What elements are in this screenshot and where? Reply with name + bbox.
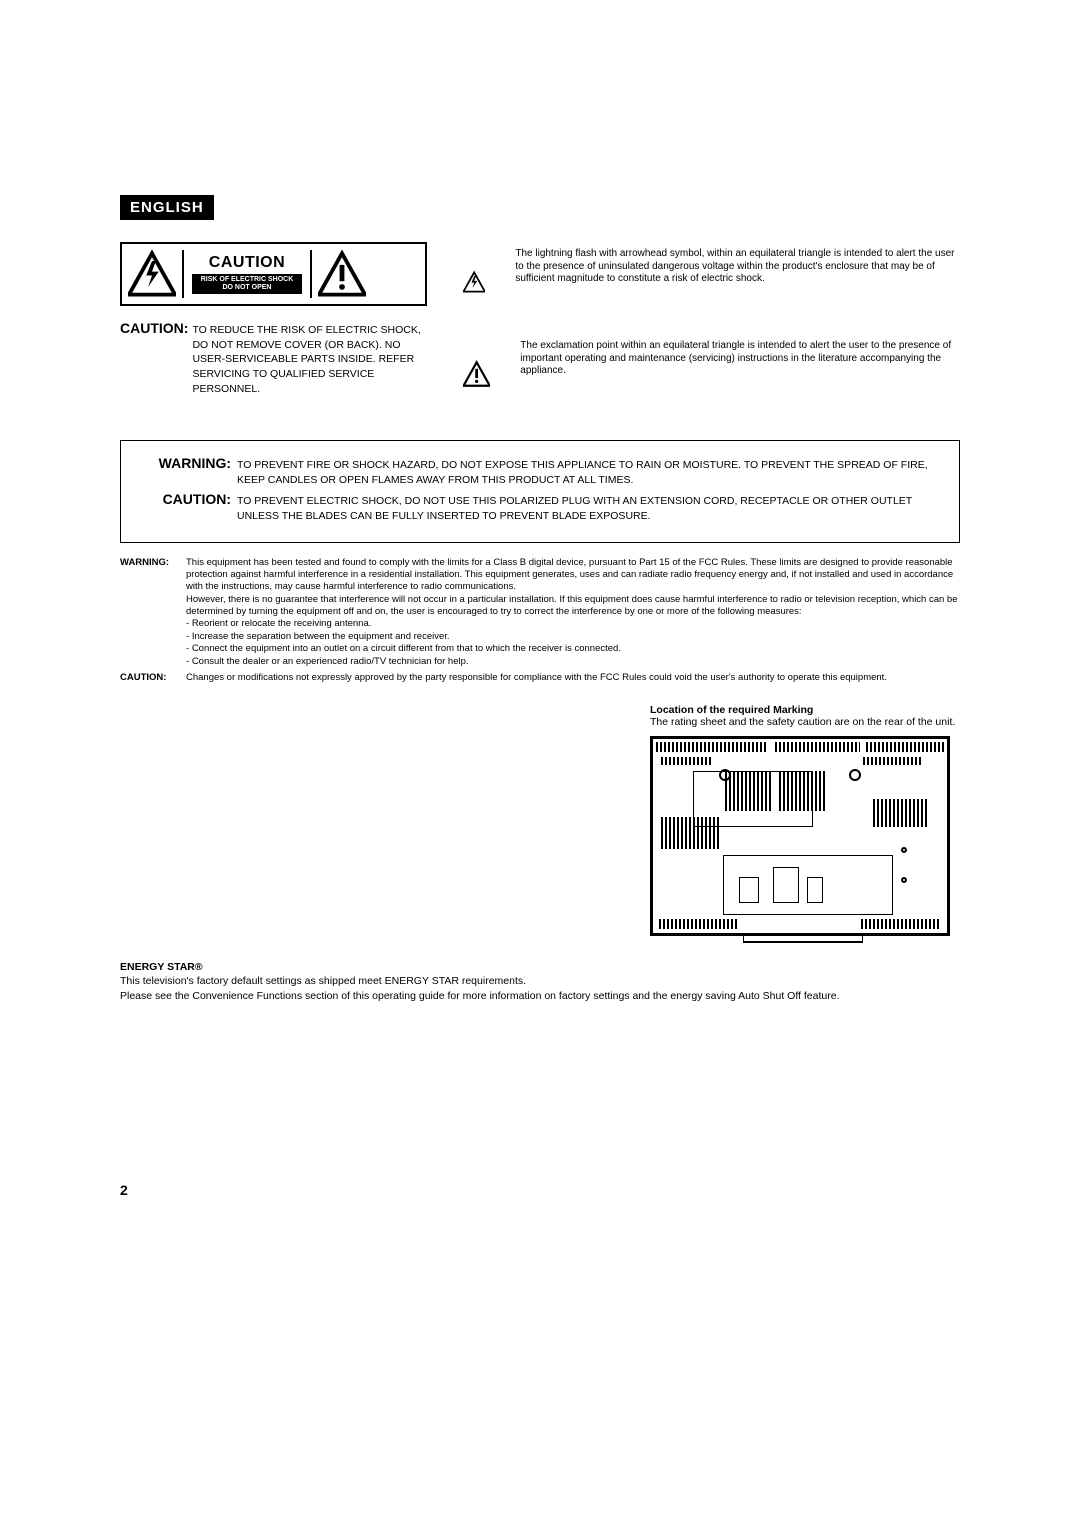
warning-label: WARNING:	[131, 455, 231, 487]
right-column: The lightning flash with arrowhead symbo…	[457, 242, 960, 420]
bolt-icon	[463, 254, 485, 310]
energy-star-block: ENERGY STAR® This television's factory d…	[120, 936, 960, 1003]
lightning-explain-row: The lightning flash with arrowhead symbo…	[457, 248, 960, 316]
warning-box: WARNING: TO PREVENT FIRE OR SHOCK HAZARD…	[120, 440, 960, 543]
fcc-warning: WARNING: This equipment has been tested …	[120, 557, 960, 668]
exclaim-explain-text: The exclamation point within an equilate…	[520, 340, 960, 378]
energy-heading: ENERGY STAR®	[120, 960, 960, 974]
bolt-icon	[128, 250, 176, 298]
top-row: CAUTION RISK OF ELECTRIC SHOCK DO NOT OP…	[120, 242, 960, 420]
page-number: 2	[120, 1182, 128, 1198]
caution-box-subtitle: RISK OF ELECTRIC SHOCK DO NOT OPEN	[192, 274, 302, 295]
rear-panel-diagram	[650, 736, 950, 936]
lightning-explain-text: The lightning flash with arrowhead symbo…	[515, 248, 960, 286]
warning-box-row2: CAUTION: TO PREVENT ELECTRIC SHOCK, DO N…	[131, 491, 941, 523]
fcc-bullet-list: Reorient or relocate the receiving anten…	[186, 618, 960, 667]
exclaim-explain-row: The exclamation point within an equilate…	[457, 340, 960, 408]
fcc-bullet: Reorient or relocate the receiving anten…	[186, 618, 960, 630]
exclaim-icon	[318, 250, 366, 298]
location-body: The rating sheet and the safety caution …	[650, 716, 960, 728]
left-column: CAUTION RISK OF ELECTRIC SHOCK DO NOT OP…	[120, 242, 427, 420]
language-badge: ENGLISH	[120, 195, 214, 220]
fcc-warning-label: WARNING:	[120, 557, 176, 668]
caution-main: CAUTION: TO REDUCE THE RISK OF ELECTRIC …	[120, 320, 427, 396]
fcc-warning-body: This equipment has been tested and found…	[186, 557, 960, 668]
fcc-bullet: Consult the dealer or an experienced rad…	[186, 656, 960, 668]
caution-main-label: CAUTION:	[120, 320, 188, 336]
caution-box-center: CAUTION RISK OF ELECTRIC SHOCK DO NOT OP…	[182, 250, 312, 299]
exclaim-icon	[463, 346, 490, 402]
fcc-warning-p1: This equipment has been tested and found…	[186, 557, 960, 594]
caution-box-line1: RISK OF ELECTRIC SHOCK	[201, 276, 294, 283]
energy-body: This television's factory default settin…	[120, 974, 960, 1002]
caution-label: CAUTION:	[131, 491, 231, 523]
caution-box-title: CAUTION	[192, 254, 302, 272]
fcc-warning-p2: However, there is no guarantee that inte…	[186, 594, 960, 619]
location-heading: Location of the required Marking	[650, 704, 960, 716]
caution-body: TO PREVENT ELECTRIC SHOCK, DO NOT USE TH…	[237, 491, 941, 523]
caution-box-line2: DO NOT OPEN	[222, 284, 271, 291]
location-block: Location of the required Marking The rat…	[650, 704, 960, 936]
caution-main-body: TO REDUCE THE RISK OF ELECTRIC SHOCK, DO…	[192, 320, 427, 396]
fcc-caution-label: CAUTION:	[120, 672, 176, 684]
fcc-bullet: Increase the separation between the equi…	[186, 631, 960, 643]
fcc-caution-body: Changes or modifications not expressly a…	[186, 672, 887, 684]
fcc-caution: CAUTION: Changes or modifications not ex…	[120, 672, 960, 684]
fcc-bullet: Connect the equipment into an outlet on …	[186, 643, 960, 655]
warning-body: TO PREVENT FIRE OR SHOCK HAZARD, DO NOT …	[237, 455, 941, 487]
caution-box: CAUTION RISK OF ELECTRIC SHOCK DO NOT OP…	[120, 242, 427, 306]
warning-box-row1: WARNING: TO PREVENT FIRE OR SHOCK HAZARD…	[131, 455, 941, 487]
